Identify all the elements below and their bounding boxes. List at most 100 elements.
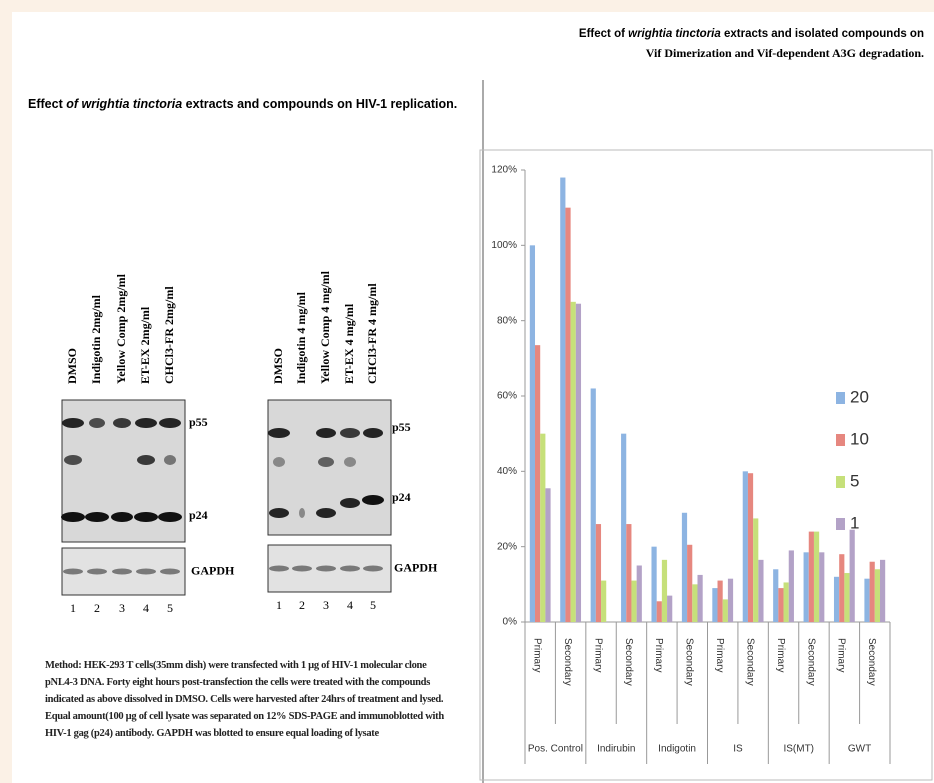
bar (819, 552, 824, 622)
bar (728, 579, 733, 622)
y-tick-label: 80% (497, 315, 517, 326)
lane-number: 5 (370, 598, 376, 612)
bar (540, 434, 545, 622)
lane-label: ET-EX 4 mg/ml (342, 303, 356, 384)
lane-label: CHCl3-FR 4 mg/ml (365, 283, 379, 384)
lane-number: 2 (94, 601, 100, 615)
bar (758, 560, 763, 622)
band (273, 457, 285, 467)
bar (723, 599, 728, 622)
band (137, 455, 155, 465)
group-label: Pos. Control (528, 744, 583, 755)
lane-label: Yellow Comp 4 mg/ml (318, 270, 332, 384)
bar (591, 388, 596, 622)
bar (850, 530, 855, 622)
group-label: IS (733, 744, 743, 755)
band (340, 428, 360, 438)
bar (657, 601, 662, 622)
lane-label: ET-EX 2mg/ml (138, 306, 152, 384)
legend-swatch (836, 476, 845, 488)
y-tick-label: 120% (491, 165, 517, 176)
bar (535, 345, 540, 622)
group-label: GWT (848, 744, 871, 755)
bar (864, 579, 869, 622)
lane-label: Indigotin 2mg/ml (89, 294, 103, 384)
band (340, 566, 360, 572)
x-tick-label: Secondary (684, 638, 695, 686)
bar (718, 581, 723, 622)
lane-number: 5 (167, 601, 173, 615)
bar (875, 569, 880, 622)
control-label: GAPDH (394, 560, 438, 574)
band (340, 498, 360, 508)
bar (667, 596, 672, 622)
x-tick-label: Primary (714, 638, 725, 672)
bar (687, 545, 692, 622)
legend-swatch (836, 434, 845, 446)
bar (576, 304, 581, 622)
x-tick-label: Secondary (866, 638, 877, 686)
lane-number: 1 (276, 598, 282, 612)
x-tick-label: Primary (775, 638, 786, 672)
x-tick-label: Secondary (805, 638, 816, 686)
band (87, 569, 107, 575)
legend-swatch (836, 392, 845, 404)
lane-number: 2 (299, 598, 305, 612)
bar (560, 178, 565, 622)
legend-label: 20 (850, 387, 869, 406)
bar (601, 581, 606, 622)
band (85, 512, 109, 522)
band (112, 569, 132, 575)
band (316, 508, 336, 518)
band (135, 418, 157, 428)
bar (778, 588, 783, 622)
bar (773, 569, 778, 622)
lane-number: 1 (70, 601, 76, 615)
y-tick-label: 0% (503, 617, 518, 628)
bar (814, 532, 819, 622)
bar (753, 518, 758, 622)
title-part: extracts and compounds on HIV-1 replicat… (182, 97, 457, 111)
y-tick-label: 100% (491, 240, 517, 251)
band (362, 495, 384, 505)
legend-label: 10 (850, 429, 869, 448)
group-label: Indigotin (658, 744, 696, 755)
band (316, 566, 336, 572)
band (62, 418, 84, 428)
lane-label: CHCl3-FR 2mg/ml (162, 286, 176, 384)
band (111, 512, 133, 522)
lane-number: 3 (323, 598, 329, 612)
band (292, 566, 312, 572)
bar (596, 524, 601, 622)
y-tick-label: 40% (497, 466, 517, 477)
title-part: of (66, 97, 81, 111)
bar (530, 245, 535, 622)
bar (880, 560, 885, 622)
band (63, 569, 83, 575)
bar (789, 550, 794, 622)
control-label: GAPDH (191, 563, 235, 577)
x-tick-label: Primary (836, 638, 847, 672)
title-part: extracts and isolated compounds on (721, 28, 924, 40)
band (269, 508, 289, 518)
legend-swatch (836, 518, 845, 530)
bar (626, 524, 631, 622)
left-title: Effect of wrightia tinctoria extracts an… (28, 97, 457, 111)
chart-frame (480, 150, 932, 780)
band (61, 512, 85, 522)
marker-label: p24 (189, 508, 208, 522)
x-tick-label: Secondary (562, 638, 573, 686)
marker-label: p55 (392, 420, 411, 434)
chart-title: Effect of wrightia tinctoria extracts an… (579, 28, 924, 40)
bar (662, 560, 667, 622)
band (64, 455, 82, 465)
y-tick-label: 20% (497, 541, 517, 552)
band (363, 428, 383, 438)
band (318, 457, 334, 467)
band (269, 566, 289, 572)
band (134, 512, 158, 522)
bar (870, 562, 875, 622)
page: Effect of wrightia tinctoria extracts an… (0, 0, 934, 783)
legend-label: 1 (850, 513, 859, 532)
lane-label: Yellow Comp 2mg/ml (114, 273, 128, 384)
